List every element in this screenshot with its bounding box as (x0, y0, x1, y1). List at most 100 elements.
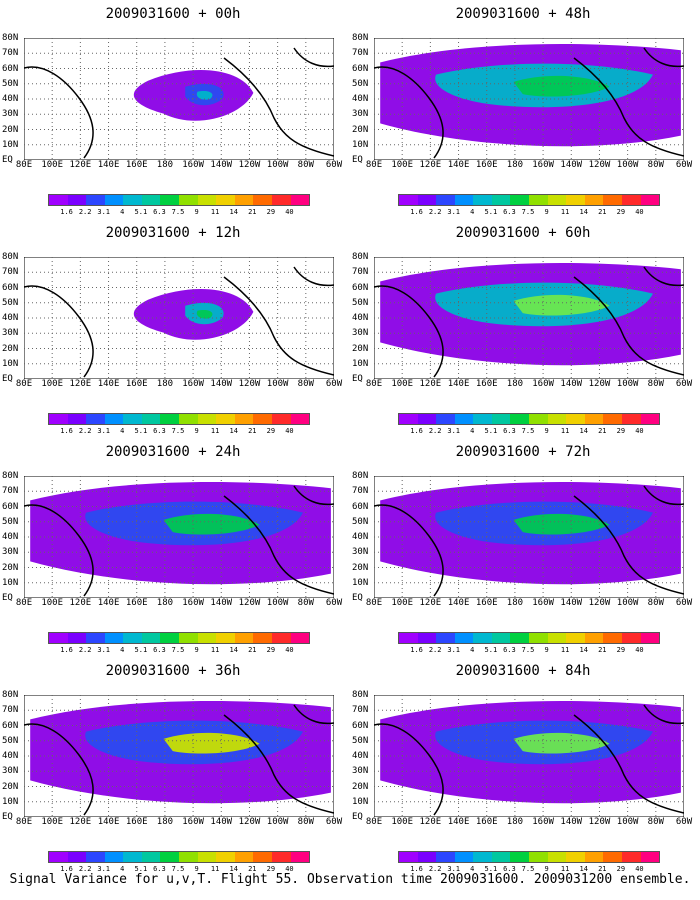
colorbar-label: 4 (120, 427, 125, 435)
colorbar-label: 7.5 (521, 427, 535, 435)
colorbar-label: 1.6 (60, 427, 73, 435)
lat-label: 80N (352, 471, 369, 481)
lat-label: 60N (352, 63, 369, 74)
lat-label: 70N (2, 48, 19, 59)
map-area (373, 256, 685, 380)
lon-label: 140W (560, 160, 583, 170)
colorbar-label: 2.2 (428, 646, 442, 654)
colorbar-swatch (491, 414, 511, 424)
lat-label: 40N (352, 751, 369, 761)
colorbar-label: 14 (579, 208, 588, 216)
colorbar-label: 1.6 (410, 427, 423, 435)
lat-label: 10N (352, 577, 369, 588)
colorbar-swatch (603, 633, 622, 643)
colorbar-label: 11 (210, 646, 220, 654)
lat-label: 60N (352, 501, 369, 512)
colorbar-label: 7.5 (521, 646, 535, 654)
colorbar-swatch (417, 195, 437, 205)
lon-label: 80W (647, 598, 664, 608)
lon-label: 120W (238, 160, 261, 170)
colorbar-label: 7.5 (521, 208, 535, 216)
colorbar-swatch (290, 195, 310, 205)
lon-label: 80W (297, 379, 314, 389)
colorbar-label: 2.2 (78, 865, 92, 873)
variance-contour (513, 75, 610, 97)
colorbar-swatch (49, 852, 68, 862)
lat-label: 20N (2, 343, 19, 354)
colorbar-label: 5.1 (134, 208, 148, 216)
colorbar-swatch (417, 414, 437, 424)
colorbar-swatch (491, 195, 511, 205)
lon-label: 120E (69, 160, 92, 170)
colorbar-label: 5.1 (484, 865, 498, 873)
lon-label: 160W (182, 817, 204, 827)
colorbar-label: 3.1 (447, 646, 461, 654)
lon-label: 120W (588, 160, 611, 170)
lon-label: 160E (475, 817, 498, 827)
colorbar-swatch (253, 195, 272, 205)
colorbar-swatch (271, 414, 291, 424)
lat-label: 60N (352, 720, 369, 731)
lat-label: EQ (2, 812, 13, 822)
lon-label: 100W (266, 817, 289, 827)
colorbar-label: 29 (616, 865, 626, 873)
lon-label: 160W (532, 817, 554, 827)
lon-label: 140W (560, 817, 583, 827)
colorbar (48, 413, 310, 425)
colorbar-swatch (123, 414, 142, 424)
colorbar-label: 7.5 (171, 208, 185, 216)
colorbar-swatch (49, 633, 68, 643)
lon-label: 100E (391, 160, 414, 170)
colorbar-swatch (234, 195, 254, 205)
colorbar-swatch (67, 633, 87, 643)
colorbar (48, 632, 310, 644)
lon-label: 160W (532, 379, 554, 389)
lon-label: 160W (182, 598, 204, 608)
colorbar-label: 5.1 (134, 427, 148, 435)
lat-label: 10N (2, 577, 19, 588)
map-area (23, 256, 335, 380)
lon-label: 140E (447, 817, 470, 827)
lat-label: 50N (352, 297, 369, 308)
lat-label: 20N (352, 343, 369, 354)
colorbar-label: 21 (248, 208, 257, 216)
colorbar-label: 4 (470, 208, 475, 216)
colorbar-label: 4 (470, 865, 475, 873)
lon-label: 100E (41, 160, 64, 170)
colorbar-label: 1.6 (410, 208, 423, 216)
colorbar-swatch (473, 195, 492, 205)
lon-label: 80E (365, 598, 383, 608)
lat-label: 40N (2, 313, 19, 323)
colorbar-swatch (179, 852, 198, 862)
colorbar-label: 29 (266, 208, 276, 216)
colorbar-label: 9 (544, 865, 549, 873)
lon-label: 100W (266, 160, 289, 170)
colorbar-label: 14 (579, 646, 588, 654)
colorbar-swatch (141, 852, 161, 862)
colorbar-swatch (640, 195, 660, 205)
colorbar-label: 3.1 (97, 208, 111, 216)
colorbar-swatch (473, 852, 492, 862)
lat-label: 10N (352, 139, 369, 150)
colorbar-swatch (179, 414, 198, 424)
colorbar-label: 2.2 (78, 208, 92, 216)
colorbar-label: 6.3 (153, 208, 166, 216)
lon-label: 140E (97, 160, 120, 170)
lat-label: 30N (2, 766, 19, 777)
colorbar-label: 21 (598, 208, 607, 216)
colorbar-swatch (197, 852, 217, 862)
colorbar-label: 14 (229, 208, 238, 216)
variance-contour (196, 310, 213, 319)
colorbar-label: 9 (544, 646, 549, 654)
colorbar-swatch (399, 852, 418, 862)
panel-title: 2009031600 + 84h (455, 663, 591, 679)
panel-title: 2009031600 + 24h (105, 444, 241, 460)
lon-label: 160W (532, 598, 554, 608)
colorbar-swatch (160, 414, 180, 424)
lon-label: 80E (15, 817, 33, 827)
colorbar-swatch (234, 852, 254, 862)
variance-contour (513, 732, 610, 754)
lat-label: 30N (2, 328, 19, 339)
colorbar-label: 6.3 (503, 865, 516, 873)
colorbar-swatch (216, 852, 235, 862)
